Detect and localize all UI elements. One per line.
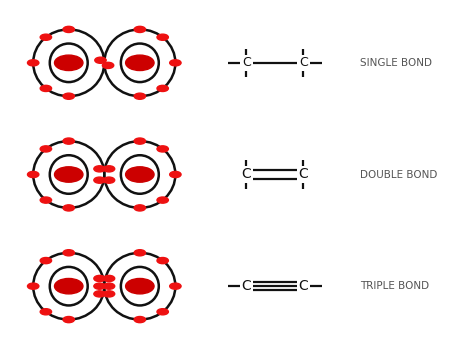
Ellipse shape xyxy=(134,205,146,211)
Ellipse shape xyxy=(63,250,74,256)
Ellipse shape xyxy=(134,93,146,99)
Ellipse shape xyxy=(134,250,146,256)
Ellipse shape xyxy=(55,279,83,294)
Text: SINGLE BOND: SINGLE BOND xyxy=(360,58,432,68)
Ellipse shape xyxy=(27,171,39,178)
Ellipse shape xyxy=(170,283,181,289)
Ellipse shape xyxy=(94,177,105,183)
Ellipse shape xyxy=(170,171,181,178)
Text: C: C xyxy=(299,168,308,181)
Ellipse shape xyxy=(170,60,181,66)
Ellipse shape xyxy=(157,85,168,91)
Ellipse shape xyxy=(134,317,146,323)
Ellipse shape xyxy=(40,258,52,264)
Text: C: C xyxy=(242,56,251,69)
Text: TRIPLE BOND: TRIPLE BOND xyxy=(360,281,429,291)
Ellipse shape xyxy=(63,205,74,211)
Ellipse shape xyxy=(157,34,168,40)
Ellipse shape xyxy=(40,34,52,40)
Ellipse shape xyxy=(134,26,146,32)
Ellipse shape xyxy=(103,283,115,289)
Ellipse shape xyxy=(126,279,154,294)
Ellipse shape xyxy=(157,309,168,315)
Ellipse shape xyxy=(126,167,154,182)
Ellipse shape xyxy=(94,275,105,282)
Ellipse shape xyxy=(40,85,52,91)
Ellipse shape xyxy=(102,62,114,68)
Ellipse shape xyxy=(63,26,74,32)
Text: C: C xyxy=(242,168,251,181)
Ellipse shape xyxy=(103,177,115,183)
Text: C: C xyxy=(242,279,251,293)
Ellipse shape xyxy=(55,167,83,182)
Ellipse shape xyxy=(55,55,83,70)
Text: C: C xyxy=(299,279,308,293)
Ellipse shape xyxy=(94,166,105,172)
Ellipse shape xyxy=(94,291,105,297)
Ellipse shape xyxy=(27,60,39,66)
Ellipse shape xyxy=(126,55,154,70)
Ellipse shape xyxy=(27,283,39,289)
Ellipse shape xyxy=(134,138,146,144)
Ellipse shape xyxy=(40,146,52,152)
Text: DOUBLE BOND: DOUBLE BOND xyxy=(360,170,438,179)
Ellipse shape xyxy=(40,309,52,315)
Ellipse shape xyxy=(103,275,115,282)
Ellipse shape xyxy=(157,197,168,203)
Ellipse shape xyxy=(94,283,105,289)
Ellipse shape xyxy=(63,93,74,99)
Ellipse shape xyxy=(40,197,52,203)
Ellipse shape xyxy=(63,138,74,144)
Ellipse shape xyxy=(63,317,74,323)
Ellipse shape xyxy=(157,146,168,152)
Ellipse shape xyxy=(95,57,106,63)
Ellipse shape xyxy=(103,291,115,297)
Ellipse shape xyxy=(157,258,168,264)
Ellipse shape xyxy=(103,166,115,172)
Text: C: C xyxy=(299,56,308,69)
